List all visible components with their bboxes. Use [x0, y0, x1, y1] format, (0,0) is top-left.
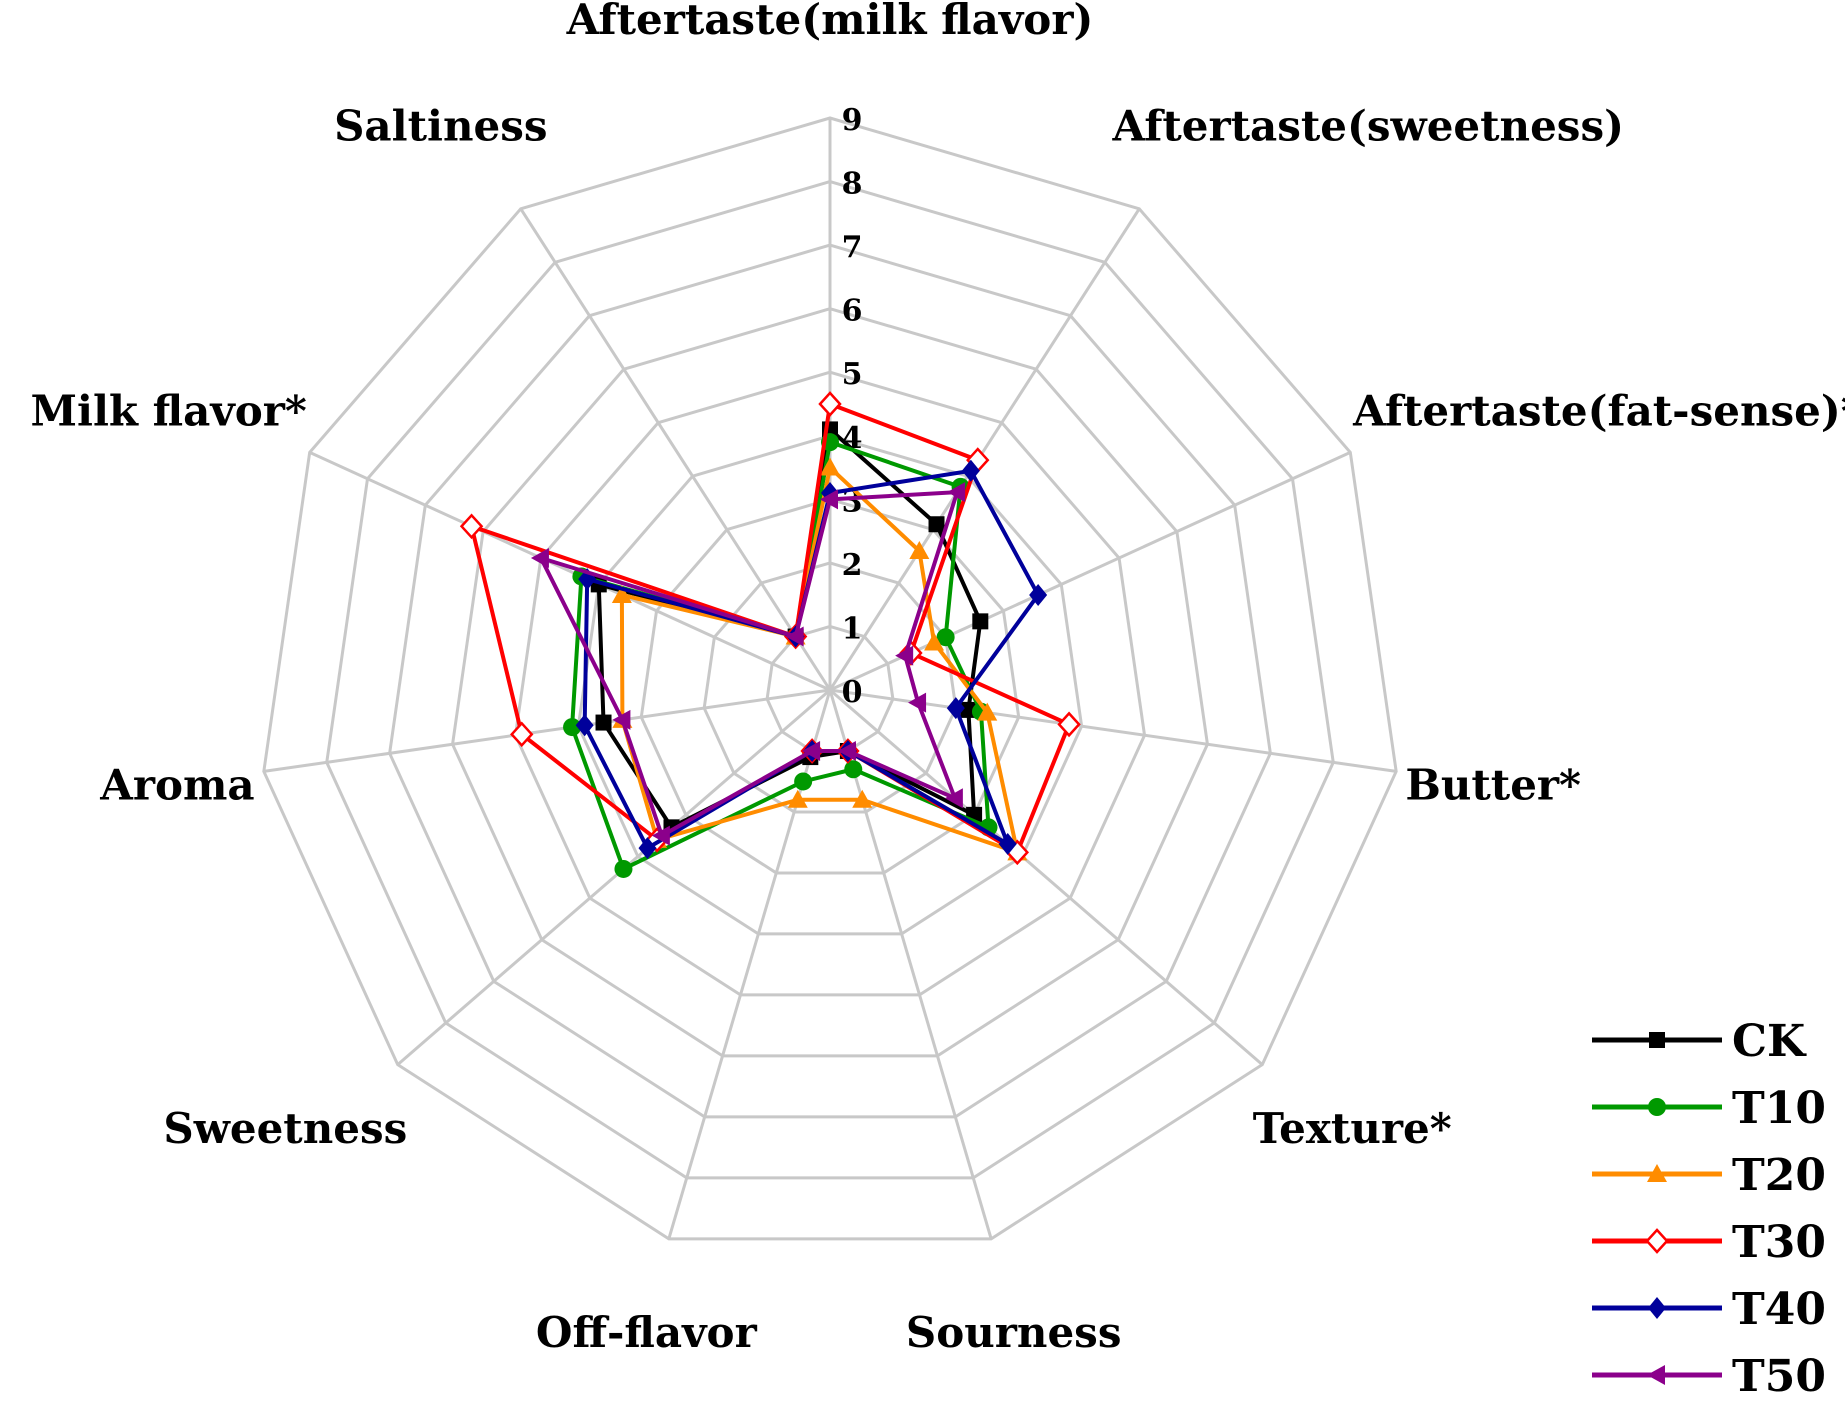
legend-marker	[1649, 1032, 1665, 1048]
legend-marker	[1645, 1228, 1669, 1254]
legend-marker	[1648, 1098, 1666, 1116]
tick-label: 2	[842, 548, 863, 583]
series-t50	[530, 482, 966, 846]
data-point	[612, 709, 631, 730]
data-point	[638, 837, 657, 860]
grid-ring-5	[513, 370, 1147, 997]
data-point	[947, 482, 966, 503]
axis-label: Texture*	[1253, 1104, 1452, 1153]
series-line	[619, 463, 1021, 856]
legend-marker	[1647, 1164, 1667, 1182]
data-point	[787, 789, 808, 808]
legend-item: CK	[1592, 1016, 1807, 1067]
data-point	[785, 626, 804, 647]
grid-ring-2	[702, 561, 958, 814]
axis-labels: Aftertaste(milk flavor) Aftertaste(sweetn…	[31, 0, 1845, 1357]
data-point	[818, 391, 842, 417]
data-point	[837, 740, 856, 761]
data-point	[924, 632, 945, 651]
data-point	[651, 825, 670, 846]
axis-label: Aftertaste(sweetness)	[1111, 101, 1624, 150]
legend-item: T30	[1592, 1217, 1826, 1268]
series-t20	[611, 457, 1028, 861]
axis-label: Butter*	[1405, 760, 1581, 809]
legend-item: T40	[1592, 1284, 1826, 1335]
legend-marker	[1648, 1297, 1666, 1319]
data-point	[820, 489, 838, 510]
tick-label: 8	[842, 167, 863, 202]
legend: CK T10 T20 T30 T40 T50	[1592, 1016, 1826, 1402]
grid-spoke	[829, 688, 1264, 1066]
data-point	[595, 714, 612, 731]
data-point	[908, 692, 927, 713]
grid-spoke	[309, 451, 831, 692]
legend-label: T20	[1732, 1150, 1826, 1201]
grid-ring-6	[451, 307, 1209, 1058]
data-point	[802, 740, 821, 761]
data-point	[820, 457, 840, 476]
data-point	[614, 859, 633, 878]
data-point	[852, 789, 873, 808]
axis-label: Milk flavor*	[31, 387, 307, 436]
axis-label: Aftertaste(fat-sense)*	[1352, 387, 1845, 436]
data-point	[972, 613, 989, 630]
grid-spoke	[828, 689, 993, 1240]
legend-label: CK	[1732, 1016, 1807, 1067]
data-point	[936, 628, 955, 647]
data-point	[998, 832, 1017, 855]
data-point	[977, 702, 998, 721]
legend-item: T20	[1592, 1150, 1826, 1201]
axis-label: Saltiness	[334, 101, 547, 150]
radar-grid	[262, 116, 1398, 1241]
grid-ring-4	[576, 434, 1084, 936]
legend-item: T50	[1592, 1351, 1826, 1402]
data-point	[944, 788, 963, 809]
data-point	[794, 772, 813, 791]
grid-ring-9	[262, 116, 1398, 1241]
axis-label: Sourness	[906, 1308, 1122, 1357]
axis-label: Sweetness	[163, 1104, 407, 1153]
legend-label: T10	[1732, 1083, 1826, 1134]
data-point	[611, 584, 632, 603]
tick-label: 5	[842, 357, 863, 392]
legend-marker	[1647, 1365, 1665, 1385]
data-series	[459, 391, 1081, 878]
grid-ring-7	[388, 243, 1272, 1119]
legend-label: T50	[1732, 1351, 1826, 1402]
tick-label: 0	[842, 675, 863, 710]
data-point	[530, 547, 549, 568]
data-point	[510, 721, 534, 748]
data-point	[575, 714, 594, 737]
data-point	[909, 540, 930, 559]
axis-label: Aftertaste(milk flavor)	[566, 0, 1094, 44]
tick-label: 1	[842, 611, 863, 646]
grid-spoke	[396, 688, 831, 1066]
grid-spoke	[828, 207, 1141, 691]
data-point	[928, 516, 945, 533]
tick-label: 6	[842, 294, 863, 329]
grid-spoke	[519, 207, 832, 691]
axis-label: Off-flavor	[536, 1308, 758, 1357]
data-point	[563, 718, 582, 737]
legend-label: T30	[1732, 1217, 1826, 1268]
data-point	[895, 645, 914, 666]
data-point	[946, 697, 965, 720]
grid-spoke	[263, 688, 831, 773]
grid-ring-8	[325, 179, 1335, 1180]
data-point	[459, 513, 484, 540]
series-line	[537, 490, 960, 839]
data-point	[844, 760, 863, 779]
legend-label: T40	[1732, 1284, 1826, 1335]
data-point	[1057, 711, 1081, 738]
legend-item: T10	[1592, 1083, 1826, 1134]
data-point	[961, 459, 980, 482]
tick-label: 9	[842, 103, 863, 138]
axis-label: Aroma	[99, 760, 254, 809]
tick-label: 7	[842, 230, 863, 265]
data-point	[1029, 583, 1048, 606]
